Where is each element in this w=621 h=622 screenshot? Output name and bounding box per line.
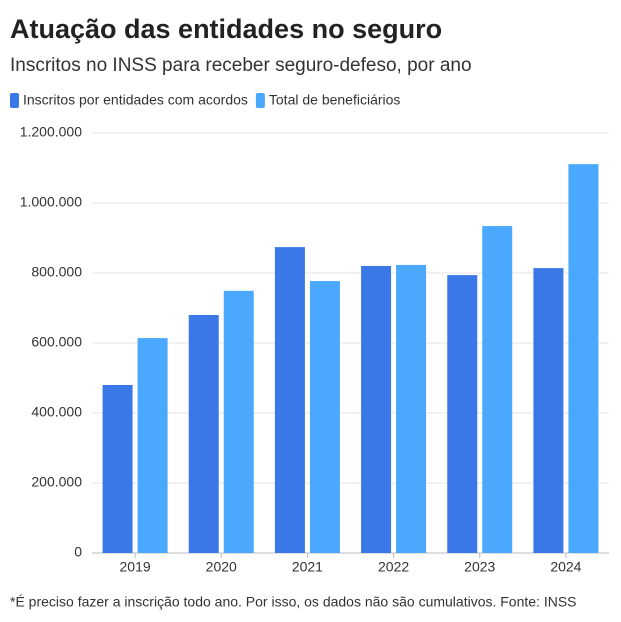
y-tick-label: 600.000 [31,334,82,350]
bar [274,247,305,553]
y-tick-label: 0 [74,544,82,560]
legend-swatch [10,93,19,108]
bar [137,338,168,553]
x-tick-label: 2024 [550,559,581,575]
x-tick-label: 2022 [378,559,409,575]
legend-swatch [255,93,265,108]
y-tick-label: 800.000 [31,264,82,280]
footnote: *É preciso fazer a inscrição todo ano. P… [10,594,577,610]
chart-title: Atuação das entidades no seguro [10,14,442,44]
bar [447,275,478,553]
bar [102,385,133,553]
bar [309,281,340,553]
y-tick-label: 400.000 [31,404,82,420]
x-tick-label: 2020 [206,559,237,575]
bar [482,226,513,553]
bar [568,164,599,553]
bar [533,268,564,553]
x-tick-label: 2019 [120,559,151,575]
chart-subtitle: Inscritos no INSS para receber seguro-de… [10,55,472,76]
y-tick-label: 1.200.000 [20,124,82,140]
y-tick-label: 200.000 [31,474,82,490]
legend-label: Inscritos por entidades com acordos [23,92,248,108]
bar [361,266,392,553]
bar [396,264,427,553]
x-tick-label: 2021 [292,559,323,575]
x-tick-label: 2023 [464,559,495,575]
bar [188,315,219,553]
legend-label: Total de beneficiários [269,92,401,108]
y-tick-label: 1.000.000 [20,194,82,210]
bar [223,290,254,553]
